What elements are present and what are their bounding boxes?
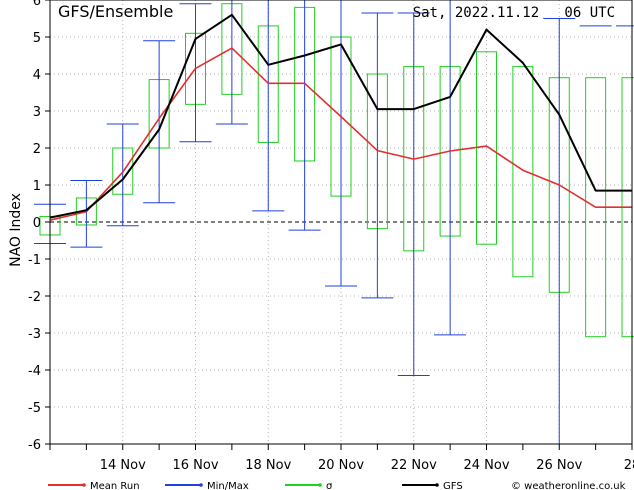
legend-dot-mean-run bbox=[82, 483, 86, 487]
legend-label-min-max: Min/Max bbox=[207, 481, 249, 490]
y-tick-label: 1 bbox=[33, 179, 41, 194]
legend-item-sigma: σ bbox=[285, 481, 333, 490]
legend-label-gfs: GFS bbox=[443, 481, 463, 490]
axes: -6 -5 -4 -3 -2 -1 0 1 2 3 4 5 6 14 Nov 16 Nov 18 Nov 20 … bbox=[28, 0, 634, 473]
y-tick-label: 5 bbox=[33, 31, 41, 46]
legend-item-gfs: GFS bbox=[402, 481, 463, 490]
x-tick-label: 14 Nov bbox=[100, 458, 146, 473]
credit-text: © weatheronline.co.uk bbox=[511, 481, 626, 490]
legend-item-mean-run: Mean Run bbox=[48, 481, 140, 490]
series-lines bbox=[49, 13, 632, 221]
y-tick-label: -3 bbox=[28, 327, 41, 342]
y-axis-label: NAO Index bbox=[8, 193, 24, 267]
y-tick-label: 6 bbox=[33, 0, 41, 9]
y-tick-label: 2 bbox=[33, 142, 41, 157]
y-tick-label: -1 bbox=[28, 253, 41, 268]
gfs-line bbox=[49, 13, 632, 219]
y-tick-label: -4 bbox=[28, 364, 41, 379]
x-tick-label: 24 Nov bbox=[463, 458, 509, 473]
y-tick-label: 3 bbox=[33, 105, 41, 120]
legend-label-sigma: σ bbox=[326, 481, 333, 490]
run-date-label: Sat, 2022.11.12 06 UTC bbox=[413, 5, 615, 21]
legend-dot-min-max bbox=[199, 483, 203, 487]
legend-dot-sigma bbox=[318, 483, 322, 487]
y-tick-label: 4 bbox=[33, 68, 41, 83]
legend-label-mean-run: Mean Run bbox=[90, 481, 140, 490]
chart-title: GFS/Ensemble bbox=[58, 2, 173, 21]
x-tick-label: 22 Nov bbox=[391, 458, 437, 473]
y-tick-label: -5 bbox=[28, 401, 41, 416]
legend: Mean Run Min/Max σ GFS © weatheronline.c… bbox=[48, 481, 626, 490]
y-tick-label: -6 bbox=[28, 438, 41, 453]
legend-dot-gfs bbox=[435, 483, 439, 487]
x-tick-label: 20 Nov bbox=[318, 458, 364, 473]
minmax-whiskers bbox=[34, 0, 634, 445]
x-tick-label: 18 Nov bbox=[245, 458, 291, 473]
y-tick-label: -2 bbox=[28, 290, 41, 305]
plot-frame bbox=[49, 0, 633, 445]
sigma-box bbox=[512, 66, 534, 278]
y-tick-label: 0 bbox=[33, 216, 41, 231]
legend-item-min-max: Min/Max bbox=[165, 481, 249, 490]
x-tick-label: 28 bbox=[624, 458, 634, 473]
x-tick-label: 26 Nov bbox=[536, 458, 582, 473]
x-tick-label: 16 Nov bbox=[172, 458, 218, 473]
mean-run-line bbox=[49, 47, 632, 221]
